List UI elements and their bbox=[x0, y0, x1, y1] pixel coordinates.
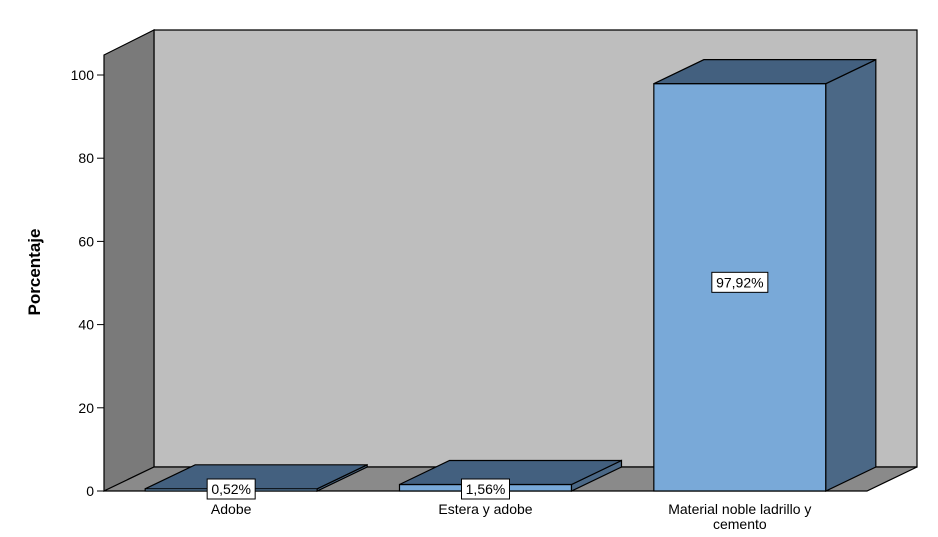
data-label: 0,52% bbox=[211, 481, 251, 497]
data-label-box bbox=[461, 478, 510, 500]
bar-3 bbox=[653, 58, 877, 492]
data-label-box bbox=[206, 478, 256, 500]
bar-top bbox=[144, 464, 368, 490]
y-tick-label: 60 bbox=[78, 233, 94, 249]
bar-side bbox=[825, 58, 877, 492]
data-label: 1,56% bbox=[466, 481, 506, 497]
y-tick-label: 0 bbox=[86, 483, 94, 499]
y-tick-label: 100 bbox=[71, 67, 95, 83]
category-label: Material noble ladrillo y bbox=[668, 501, 811, 517]
y-axis: 0 20 40 60 80 100 bbox=[71, 55, 105, 499]
bars: 0,52% 1,56% 97,92% bbox=[144, 58, 877, 500]
bar-top bbox=[399, 459, 622, 486]
category-label: Adobe bbox=[211, 501, 252, 517]
data-label: 97,92% bbox=[716, 274, 763, 290]
category-label: Estera y adobe bbox=[438, 501, 532, 517]
y-tick-label: 80 bbox=[78, 150, 94, 166]
data-label-box bbox=[711, 271, 769, 293]
category-label: cemento bbox=[713, 516, 767, 532]
y-axis-label: Porcentaje bbox=[25, 229, 44, 316]
y-tick-label: 40 bbox=[78, 317, 94, 333]
side-wall bbox=[103, 29, 155, 492]
category-labels: Adobe Estera y adobe Material noble ladril… bbox=[211, 501, 812, 532]
y-tick-label: 20 bbox=[78, 400, 94, 416]
bar-top bbox=[653, 59, 877, 85]
